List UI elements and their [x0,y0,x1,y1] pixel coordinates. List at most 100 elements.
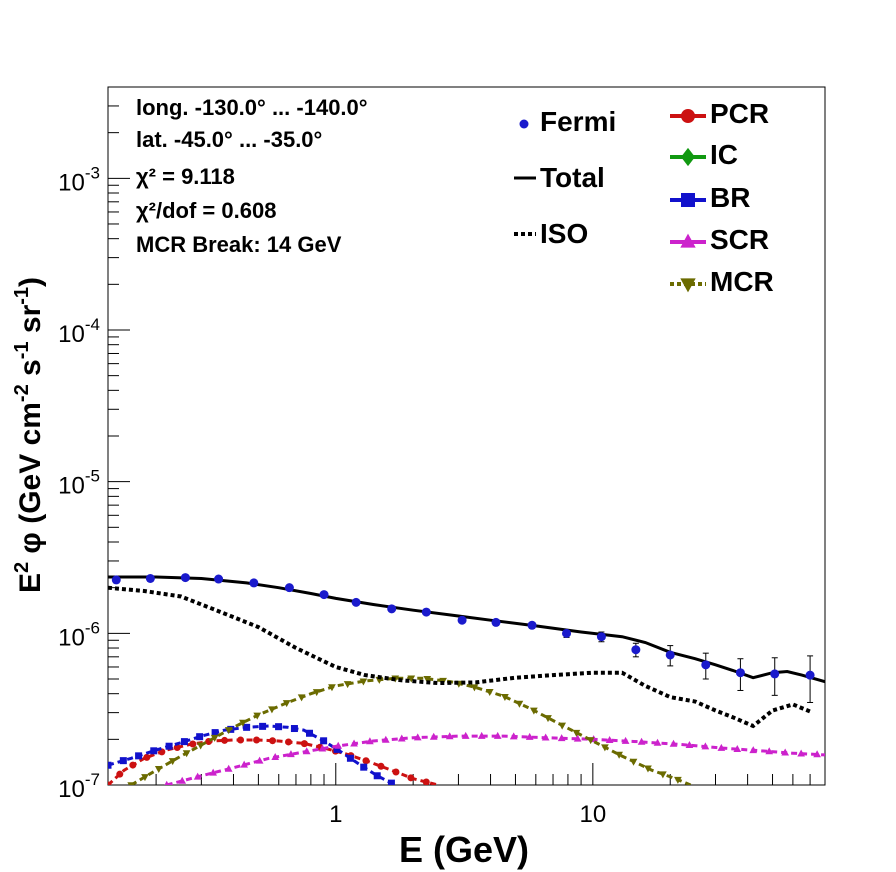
fermi-point [249,578,259,588]
fermi-point [111,575,121,585]
series-scr-marker [429,732,438,740]
info-line-chi2-dof: χ²/dof = 0.608 [136,198,277,223]
series-pcr-marker [108,781,112,785]
series-br-marker [211,729,219,737]
series-scr-marker [287,750,295,758]
series-scr-marker [525,732,534,740]
series-mcr-marker [343,681,352,689]
x-tick-labels: 1 10 [329,801,606,828]
fermi-point [631,645,641,655]
series-scr-marker [271,752,280,760]
series-total-line [108,575,825,684]
series-br-marker [373,772,381,780]
y-axis-title: E2 φ (GeV cm-2 s-1 sr-1) [11,277,47,593]
fermi-point [735,668,745,678]
series-br-marker [108,761,112,769]
fermi-point [457,615,467,625]
series-scr-marker [366,737,374,745]
series-mcr-marker [629,758,638,766]
series-br-marker [259,722,267,730]
series-mcr-marker [182,750,191,758]
series-scr-marker [240,760,249,768]
series-scr-marker [733,744,742,752]
series-mcr-marker [210,734,219,742]
fermi-point [527,620,537,630]
x-tick-label: 10 [579,801,606,828]
series-scr-marker [781,748,790,756]
series-scr-line [166,734,825,785]
fermi-point [387,604,397,614]
series-scr-marker [669,739,678,747]
legend-symbols [514,109,706,293]
series-mcr-marker [601,744,609,752]
series-mcr-marker [470,684,479,692]
series-mcr-marker [586,737,595,745]
series-scr-marker [621,736,630,744]
series-mcr-marker [515,700,524,708]
x-axis-title: E (GeV) [399,829,529,870]
legend-symbol-fermi [519,119,529,129]
y-tick-label: 10-4 [58,315,100,348]
legend-label-pcr: PCR [710,98,770,129]
legend-marker-ic [681,147,695,167]
fermi-point [351,597,361,607]
fermi-point [770,669,780,679]
series-scr-marker [717,743,726,751]
series-pcr-marker [362,757,370,765]
series-br-marker [119,757,127,765]
series-scr-marker [164,780,170,785]
series-mcr-marker [141,774,149,782]
series-scr-marker [685,741,694,749]
series-scr-marker [445,732,454,740]
fermi-point [701,660,711,670]
series-br-marker [135,752,143,760]
fermi-point [180,573,190,583]
series-iso-line [108,585,811,729]
series-mcr-marker [253,712,262,720]
legend-marker-pcr [681,109,695,123]
series-layer [108,573,825,785]
y-tick-label: 10-3 [58,163,100,196]
series-mcr-marker [268,706,276,714]
series-mcr-marker [407,675,416,683]
series-scr-marker [413,733,422,741]
series-scr [164,731,825,785]
y-tick-label: 10-7 [58,770,100,803]
series-scr-marker [334,741,343,749]
series-scr-marker [749,746,758,754]
series-scr-marker [255,756,264,764]
series-scr-marker [381,735,390,743]
series-scr-marker [209,768,218,776]
series-mcr-marker [359,678,368,686]
series-mcr-marker [282,700,291,708]
legend-label-fermi: Fermi [540,106,617,137]
series-pcr-marker [300,740,308,748]
legend-label-iso: ISO [540,218,589,249]
series-br-marker [346,754,354,762]
series-scr-marker [397,734,406,742]
series-scr-marker [477,731,486,739]
series-scr-marker [302,747,311,755]
series-br-marker [180,738,188,746]
series-mcr-marker [154,765,163,773]
series-fermi [111,573,815,703]
series-mcr-marker [572,729,581,737]
series-mcr-marker [544,715,552,723]
legend-marker-mcr [680,278,696,293]
y-tick-labels: 10-7 10-6 10-5 10-4 10-3 [58,163,100,803]
series-mcr-marker [615,751,623,759]
y-tick-label: 10-6 [58,618,100,651]
fermi-point [562,628,572,638]
series-br-marker [333,745,341,753]
legend-label-mcr: MCR [710,266,774,297]
series-br-marker [150,747,158,755]
series-pcr-marker [253,736,261,744]
series-br-marker [290,725,298,733]
info-line-mcr-break: MCR Break: 14 GeV [136,232,342,257]
legend-marker-br [681,193,695,207]
info-line-longitude: long. -130.0° ... -140.0° [136,95,368,120]
series-mcr-marker [423,675,432,683]
series-mcr [127,675,692,785]
series-pcr-marker [392,768,400,776]
series-br-marker [387,779,395,785]
